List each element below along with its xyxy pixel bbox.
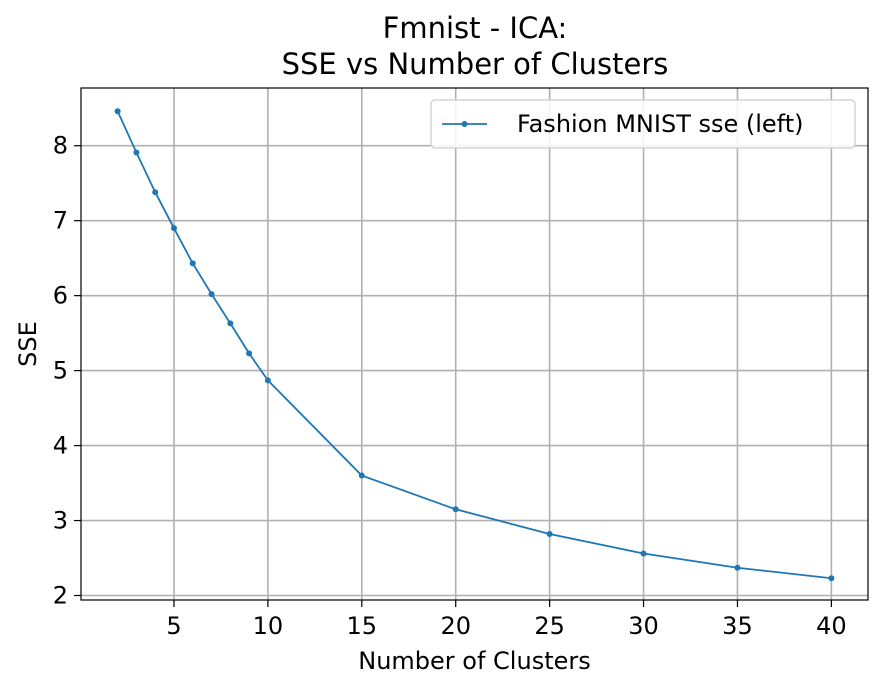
- legend-box: [430, 99, 856, 149]
- chart-title-line: Fmnist - ICA:: [383, 11, 568, 45]
- plot-area: [80, 87, 869, 601]
- data-point: [227, 320, 234, 327]
- chart-title-line: SSE vs Number of Clusters: [282, 47, 669, 81]
- data-point: [246, 350, 253, 357]
- data-point: [189, 260, 196, 267]
- chart-title: Fmnist - ICA:SSE vs Number of Clusters: [282, 11, 669, 81]
- legend-marker: [461, 121, 468, 127]
- data-point: [546, 531, 553, 538]
- x-tick-label: 10: [253, 612, 284, 640]
- legend-label: Fashion MNIST sse (left): [517, 110, 803, 138]
- x-axis-label: Number of Clusters: [358, 647, 591, 675]
- y-axis-label: SSE: [14, 321, 42, 367]
- data-point: [452, 506, 459, 513]
- y-tick-label: 2: [53, 582, 68, 610]
- x-tick-label: 25: [534, 612, 565, 640]
- x-tick-label: 35: [722, 612, 753, 640]
- data-point: [114, 108, 121, 115]
- x-tick-label: 5: [166, 612, 181, 640]
- data-point: [640, 550, 647, 557]
- data-point: [208, 291, 215, 298]
- y-tick-label: 7: [53, 207, 68, 235]
- data-point: [133, 149, 140, 156]
- axis-ticks: 5 10 15 20 25 30 35 40 2 3 4 5 6 7 8: [53, 132, 847, 640]
- x-tick-label: 40: [816, 612, 847, 640]
- data-point: [170, 225, 177, 232]
- y-tick-label: 5: [53, 357, 68, 385]
- x-tick-label: 30: [628, 612, 659, 640]
- data-point: [264, 377, 271, 384]
- y-tick-label: 6: [53, 282, 68, 310]
- y-tick-label: 8: [53, 132, 68, 160]
- data-point: [734, 564, 741, 571]
- legend: Fashion MNIST sse (left): [430, 99, 856, 149]
- series-line: [116, 110, 832, 580]
- y-tick-label: 4: [53, 432, 68, 460]
- x-tick-label: 15: [347, 612, 378, 640]
- series-layer: [114, 108, 835, 582]
- x-tick-label: 20: [440, 612, 471, 640]
- data-point: [828, 575, 835, 582]
- y-tick-label: 3: [53, 507, 68, 535]
- data-point: [152, 189, 159, 196]
- data-point: [358, 472, 365, 479]
- grid-lines: [81, 88, 868, 600]
